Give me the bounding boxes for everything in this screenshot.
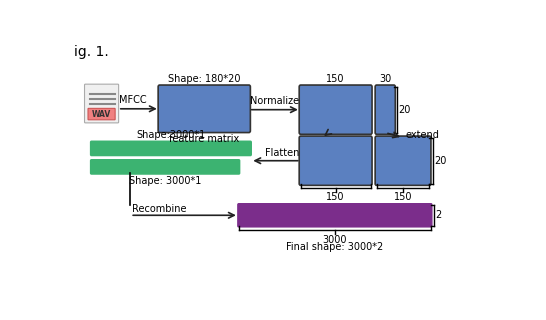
FancyBboxPatch shape: [375, 136, 431, 185]
Text: extend: extend: [405, 130, 439, 140]
FancyBboxPatch shape: [158, 85, 251, 132]
Text: 20: 20: [434, 156, 447, 166]
Text: 3000: 3000: [323, 235, 347, 244]
Text: Shape:3000*1: Shape:3000*1: [136, 131, 205, 140]
Text: feature matrix: feature matrix: [169, 134, 239, 144]
FancyBboxPatch shape: [299, 136, 372, 185]
Text: Flatten: Flatten: [265, 148, 299, 158]
Text: 150: 150: [394, 192, 412, 203]
FancyBboxPatch shape: [91, 141, 251, 156]
Text: 30: 30: [379, 74, 391, 84]
Text: Final shape: 3000*2: Final shape: 3000*2: [286, 242, 383, 252]
FancyBboxPatch shape: [88, 108, 115, 120]
Text: Shape: 3000*1: Shape: 3000*1: [129, 176, 201, 186]
FancyBboxPatch shape: [375, 85, 395, 134]
Text: 20: 20: [399, 105, 411, 115]
FancyBboxPatch shape: [85, 84, 118, 123]
FancyBboxPatch shape: [299, 85, 372, 134]
FancyBboxPatch shape: [91, 160, 240, 174]
FancyBboxPatch shape: [238, 204, 432, 227]
Text: MFCC: MFCC: [120, 95, 147, 105]
Text: 150: 150: [327, 74, 345, 84]
Text: ig. 1.: ig. 1.: [74, 45, 109, 60]
Text: Recombine: Recombine: [132, 204, 186, 213]
Text: Shape: 180*20: Shape: 180*20: [168, 74, 240, 84]
Text: Normalize: Normalize: [250, 96, 299, 106]
Text: WAV: WAV: [92, 109, 111, 119]
Text: 150: 150: [327, 192, 345, 203]
Text: 2: 2: [436, 210, 442, 220]
